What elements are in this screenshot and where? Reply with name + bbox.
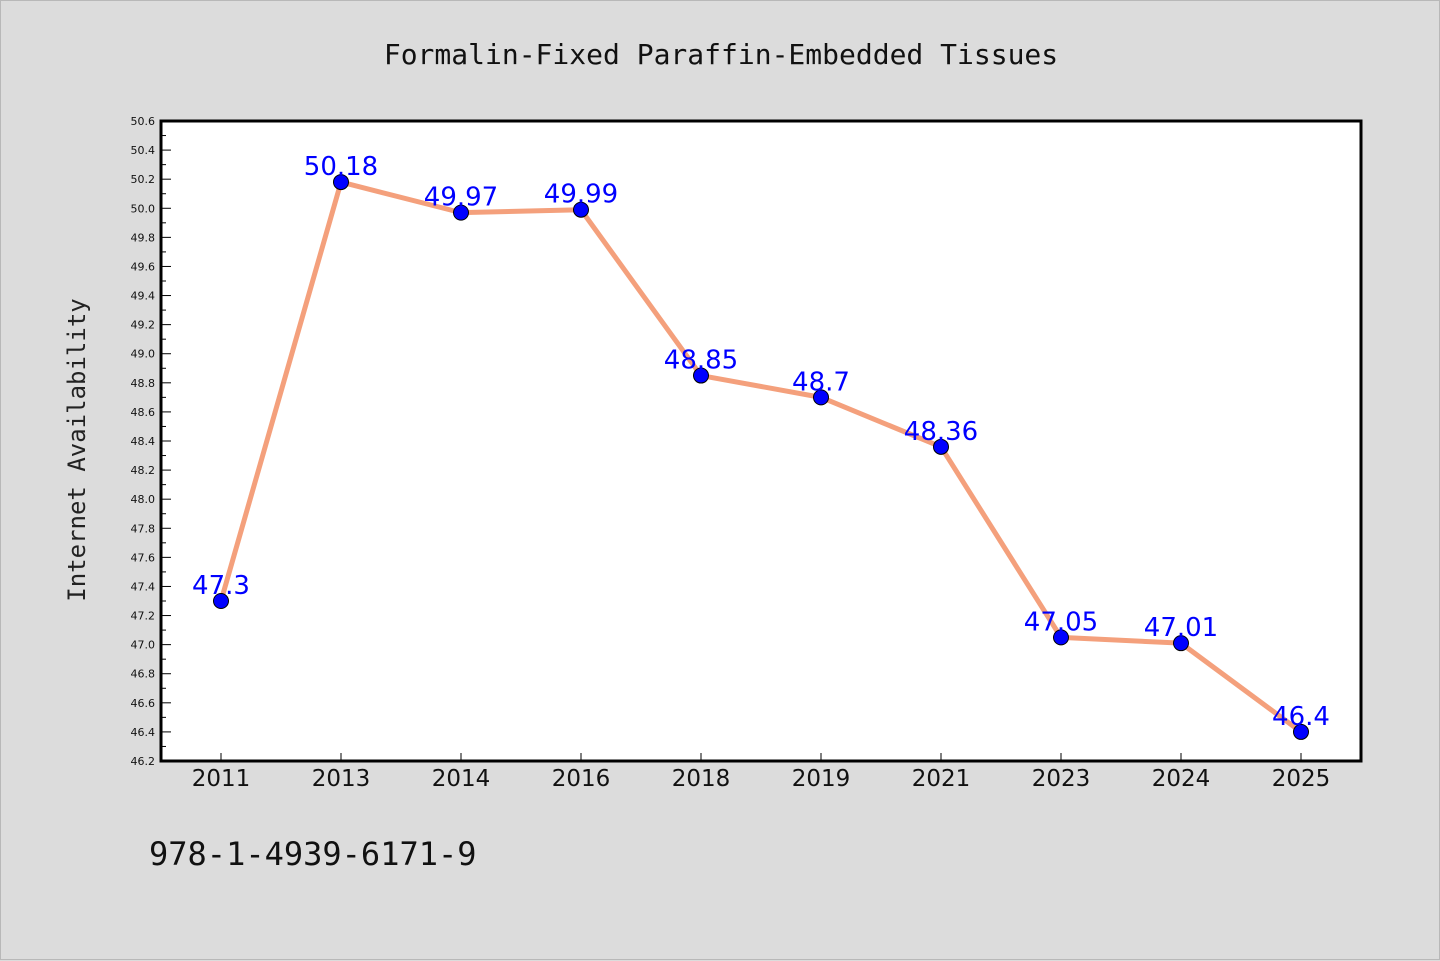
plot-area xyxy=(159,119,1363,763)
series-line xyxy=(218,179,1304,735)
data-point-marker xyxy=(333,174,349,191)
data-point-marker xyxy=(573,201,589,218)
y-tick-label: 47.8 xyxy=(131,522,156,535)
x-tick-label: 2016 xyxy=(552,766,611,792)
y-tick-label: 49.0 xyxy=(131,348,156,361)
data-point-marker xyxy=(213,593,229,609)
x-tick-label: 2023 xyxy=(1032,766,1091,792)
data-label: 47.3 xyxy=(192,571,250,601)
x-tick-label: 2014 xyxy=(432,766,491,792)
y-tick-label: 48.6 xyxy=(131,406,156,419)
x-tick-label: 2011 xyxy=(192,766,251,792)
data-label: 48.7 xyxy=(792,367,850,397)
y-tick-label: 50.6 xyxy=(131,115,156,128)
y-tick-label: 49.6 xyxy=(131,260,156,273)
series-line-group: 47.3 50.18 49.97 49.99 48.85 48.7 48.36 47.05 47… xyxy=(192,152,1330,740)
data-label: 47.01 xyxy=(1144,613,1218,643)
data-label: 47.05 xyxy=(1024,607,1098,637)
y-tick-label: 47.2 xyxy=(131,610,156,623)
y-tick-label: 46.2 xyxy=(131,755,156,768)
x-tick-label: 2024 xyxy=(1152,766,1211,792)
y-tick-label: 48.2 xyxy=(131,464,156,477)
data-label: 48.36 xyxy=(904,417,978,447)
chart-title: Formalin-Fixed Paraffin-Embedded Tissues xyxy=(384,38,1058,71)
data-point-marker xyxy=(1293,723,1309,740)
x-tick-label: 2013 xyxy=(312,766,371,792)
x-tick-label: 2019 xyxy=(792,766,851,792)
y-tick-label: 49.4 xyxy=(131,290,156,303)
y-tick-label: 49.8 xyxy=(131,231,156,244)
footnote-isbn: 978-1-4939-6171-9 xyxy=(149,835,477,873)
y-tick-label: 48.4 xyxy=(131,435,156,448)
y-tick-label: 47.0 xyxy=(131,639,156,652)
x-axis: 2011 2013 2014 2016 2018 2019 2021 2023 2024 2025 xyxy=(192,753,1331,792)
data-label: 50.18 xyxy=(304,152,378,182)
data-point-marker xyxy=(813,389,829,406)
y-tick-label: 50.4 xyxy=(131,144,156,157)
y-tick-label: 46.8 xyxy=(131,668,156,681)
x-tick-label: 2018 xyxy=(672,766,731,792)
y-tick-label: 46.4 xyxy=(131,726,156,739)
data-label: 48.85 xyxy=(664,346,738,376)
data-point-marker xyxy=(693,367,709,384)
y-tick-label: 49.2 xyxy=(131,319,156,332)
y-tick-label: 47.4 xyxy=(131,580,156,593)
x-tick-label: 2025 xyxy=(1272,766,1331,792)
y-tick-label: 47.6 xyxy=(131,551,156,564)
x-tick-label: 2021 xyxy=(912,766,971,792)
data-point-marker xyxy=(453,204,469,221)
data-label: 49.97 xyxy=(424,183,498,213)
y-tick-label: 50.2 xyxy=(131,173,156,186)
y-tick-label: 48.8 xyxy=(131,377,156,390)
y-tick-label: 48.0 xyxy=(131,493,156,506)
y-tick-label: 46.6 xyxy=(131,697,156,710)
data-point-marker xyxy=(933,438,949,455)
y-axis-label: Internet Availability xyxy=(63,298,91,601)
data-point-marker xyxy=(1173,635,1189,652)
data-label: 49.99 xyxy=(544,180,618,210)
data-point-marker xyxy=(1053,629,1069,646)
y-axis: 46.2 46.4 46.6 46.8 47.0 47.2 47.4 47.6 47.8 48.0… xyxy=(131,115,171,768)
y-tick-label: 50.0 xyxy=(131,202,156,215)
data-label: 46.4 xyxy=(1272,702,1330,732)
